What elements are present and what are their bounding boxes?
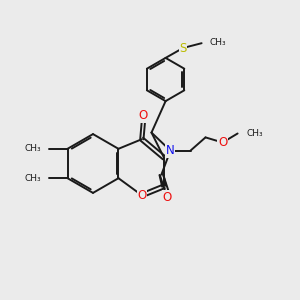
Text: O: O bbox=[139, 109, 148, 122]
Text: O: O bbox=[162, 190, 171, 204]
Text: N: N bbox=[166, 144, 175, 157]
Text: S: S bbox=[179, 41, 187, 55]
Text: CH₃: CH₃ bbox=[25, 144, 41, 153]
Text: O: O bbox=[218, 136, 227, 149]
Text: CH₃: CH₃ bbox=[247, 129, 263, 138]
Text: O: O bbox=[137, 189, 146, 202]
Text: CH₃: CH₃ bbox=[210, 38, 226, 47]
Text: CH₃: CH₃ bbox=[25, 174, 41, 183]
